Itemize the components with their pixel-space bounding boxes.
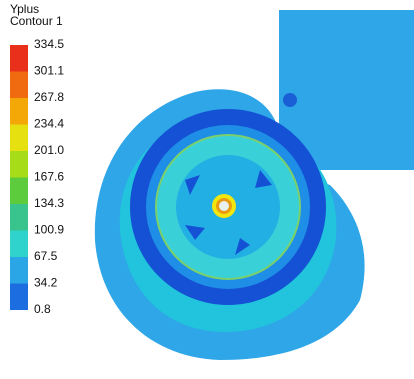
legend-label: 267.8	[34, 90, 64, 104]
colorbar-band	[10, 283, 28, 310]
legend-label: 134.3	[34, 196, 64, 210]
colorbar-band	[10, 71, 28, 98]
legend-label: 67.5	[34, 249, 58, 263]
legend-label: 0.8	[34, 302, 51, 316]
legend-label: 100.9	[34, 223, 64, 237]
colorbar-band	[10, 151, 28, 178]
colorbar-band	[10, 177, 28, 204]
legend-label: 201.0	[34, 143, 64, 157]
legend-label: 234.4	[34, 117, 64, 131]
colorbar-band	[10, 45, 28, 72]
legend-title: Yplus	[10, 2, 39, 16]
colorbar-band	[10, 257, 28, 284]
legend-label: 334.5	[34, 37, 64, 51]
legend-subtitle: Contour 1	[10, 14, 63, 28]
colorbar-band	[10, 204, 28, 231]
legend-label: 301.1	[34, 64, 64, 78]
colorbar-band	[10, 230, 28, 257]
legend-label: 167.6	[34, 170, 64, 184]
pump-contour	[94, 10, 414, 361]
colorbar-band	[10, 98, 28, 125]
legend-label: 34.2	[34, 276, 58, 290]
colorbar-band	[10, 124, 28, 151]
